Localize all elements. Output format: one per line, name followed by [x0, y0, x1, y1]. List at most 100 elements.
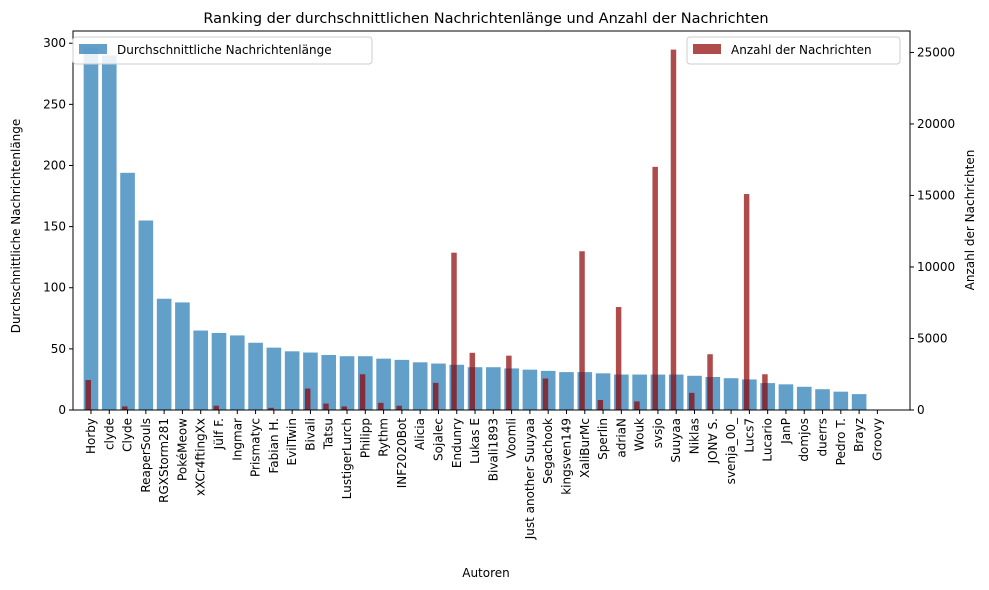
left-y-tick-label: 0: [58, 403, 66, 417]
message-count-bar: [451, 252, 457, 410]
left-y-tick-label: 200: [43, 158, 66, 172]
x-tick-label: Tatsu: [322, 418, 336, 450]
x-tick-label: Niklas: [688, 418, 702, 454]
left-y-tick-label: 250: [43, 97, 66, 111]
chart-title: Ranking der durchschnittlichen Nachricht…: [203, 11, 768, 27]
avg-length-bar: [83, 48, 99, 411]
avg-length-bar: [851, 394, 867, 410]
legend-left-box: [72, 36, 373, 65]
message-count-bar: [341, 406, 348, 410]
avg-length-bar: [266, 347, 282, 410]
x-tick-label: XaliBurMc: [578, 418, 592, 478]
x-tick-label: Lucs7: [742, 418, 756, 453]
x-tick-label: domjos: [797, 418, 811, 462]
x-tick-label: clyde: [102, 418, 116, 450]
avg-length-bar: [211, 332, 227, 410]
message-count-bar: [615, 307, 622, 410]
message-count-bar: [304, 388, 311, 410]
legend-right: Anzahl der Nachrichten: [686, 36, 901, 65]
x-tick-label: Lukas E: [468, 418, 482, 464]
x-tick-label: INF2020Bot: [395, 418, 409, 489]
x-tick-label: JanP: [779, 418, 793, 445]
left-y-tick-label: 300: [43, 36, 66, 50]
avg-length-bar: [138, 220, 154, 410]
message-count-bar: [323, 403, 329, 410]
message-count-bar: [762, 374, 768, 410]
x-tick-label: Rythm: [377, 418, 391, 457]
message-count-bar: [743, 194, 750, 410]
left-y-tick-label: 100: [43, 281, 66, 295]
avg-length-bar: [175, 302, 190, 410]
avg-length-bar: [156, 298, 172, 410]
x-axis-title: Autoren: [462, 566, 510, 580]
message-count-bar: [542, 378, 549, 410]
avg-length-bar: [193, 330, 209, 410]
x-tick-label: Pedro T.: [834, 418, 848, 465]
right-y-axis: 0 5000 10000 15000 20000 25000: [910, 45, 955, 417]
left-y-tick-label: 50: [51, 342, 66, 356]
x-tick-label: Wouk: [633, 418, 647, 451]
right-y-tick-label: 10000: [917, 260, 955, 274]
legend-left-swatch: [79, 44, 107, 54]
left-y-tick-label: 150: [43, 220, 66, 234]
x-tick-label: svsjo: [651, 418, 665, 448]
message-count-bar: [432, 382, 439, 410]
message-count-bar: [652, 166, 658, 410]
avg-length-bar: [284, 351, 300, 410]
x-tick-label: xXCr4ftingXx: [194, 418, 208, 496]
x-tick-label: Brayz: [852, 418, 866, 452]
message-count-bar: [378, 402, 384, 410]
left-y-axis-title: Durchschnittliche Nachrichtenlänge: [9, 119, 23, 334]
avg-length-bar: [412, 362, 428, 410]
avg-length-bar: [815, 389, 830, 410]
x-tick-label: Prismatyc: [249, 418, 263, 477]
x-tick-label: Suuyaa: [669, 418, 683, 463]
x-tick-label: duerrs: [816, 418, 830, 457]
right-y-tick-label: 0: [917, 403, 925, 417]
legend-right-label: Anzahl der Nachrichten: [731, 43, 872, 57]
x-tick-label: Segachook: [541, 418, 555, 484]
avg-length-bar: [778, 384, 794, 410]
avg-length-bar: [321, 354, 337, 410]
x-tick-label: Bivali: [303, 418, 317, 451]
avg-length-bar: [376, 358, 391, 410]
avg-length-bar: [394, 359, 410, 410]
x-tick-label: RGXStorm281: [157, 418, 171, 503]
message-count-bar: [506, 355, 512, 410]
message-count-bar: [85, 379, 91, 410]
avg-length-bar: [522, 369, 538, 410]
x-tick-label: Clyde: [121, 418, 135, 452]
right-y-tick-label: 25000: [917, 45, 955, 59]
x-tick-label: Fabian H.: [267, 418, 281, 474]
x-tick-label: PokéMeow: [175, 418, 189, 481]
avg-length-bar: [632, 374, 647, 410]
message-count-bar: [396, 405, 402, 410]
x-axis: Horby clyde Clyde ReaperSouls RGXStorm281 Pok…: [84, 410, 884, 540]
right-y-tick-label: 5000: [917, 331, 948, 345]
x-tick-label: Groovy: [870, 418, 884, 461]
x-tick-label: Voomli: [505, 418, 519, 458]
message-count-bar: [268, 407, 274, 410]
x-tick-label: Endunry: [450, 418, 464, 468]
message-count-bar: [597, 399, 604, 410]
avg-length-bar: [559, 372, 574, 410]
avg-length-bar: [833, 391, 849, 410]
x-tick-label: Jülf F.: [212, 418, 226, 450]
message-count-bar: [689, 392, 695, 410]
avg-length-bar: [229, 335, 245, 410]
left-y-axis: 0 50 100 150 200 250 300: [43, 36, 73, 417]
right-y-axis-title: Anzahl der Nachrichten: [963, 150, 977, 291]
avg-length-bar: [796, 386, 812, 410]
message-count-bar: [213, 405, 219, 410]
x-tick-label: Bivali1893: [486, 418, 500, 481]
x-tick-label: Just another Suuyaa: [523, 418, 537, 540]
message-count-bar: [469, 352, 476, 410]
x-tick-label: EvilTwin: [285, 418, 299, 465]
right-y-tick-label: 20000: [917, 117, 955, 131]
message-count-bar: [707, 354, 713, 410]
right-y-tick-label: 15000: [917, 188, 955, 202]
message-count-bar: [670, 49, 677, 410]
x-tick-label: adriaN: [614, 418, 628, 458]
